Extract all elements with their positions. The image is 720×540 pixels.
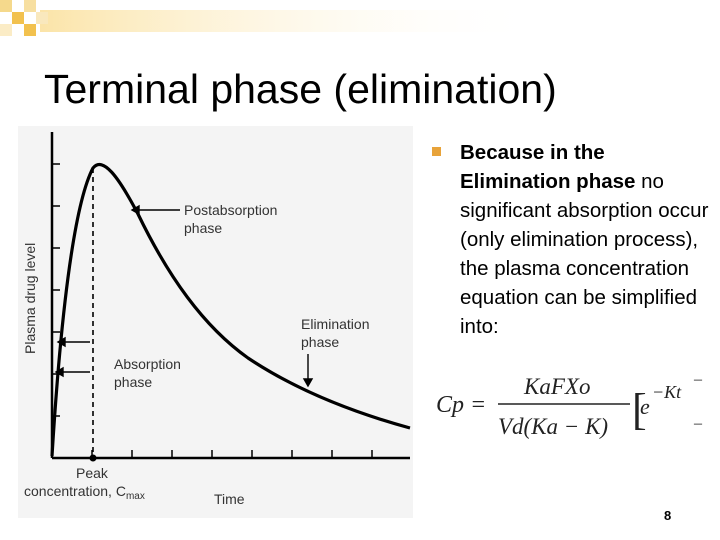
corner-square-6 xyxy=(0,24,12,36)
equation-dash-bottom: – xyxy=(693,415,703,432)
corner-fade-bar xyxy=(40,10,540,32)
bullet-rest-text: no significant absorption occur (only el… xyxy=(460,170,709,338)
corner-square-3 xyxy=(24,0,36,12)
equation-denominator: Vd(Ka − K) xyxy=(498,414,608,439)
absorption-label-2: phase xyxy=(114,374,152,390)
peak-label-2-main: concentration, C xyxy=(24,483,126,499)
peak-label-2: concentration, Cmax xyxy=(24,483,145,502)
elimination-label-1: Elimination xyxy=(301,316,369,332)
bullet-bold-text: Because in the Elimination phase xyxy=(460,141,636,193)
corner-decoration xyxy=(0,0,540,36)
corner-square-2 xyxy=(12,12,24,24)
equation-exp-power: −Kt xyxy=(652,382,682,402)
elimination-arrow xyxy=(302,354,314,388)
y-axis-label: Plasma drug level xyxy=(22,243,38,354)
bullet-square-icon xyxy=(432,147,441,156)
peak-label-sub: max xyxy=(126,491,145,502)
corner-square-4 xyxy=(24,24,36,36)
page-number: 8 xyxy=(664,508,672,523)
corner-square-5 xyxy=(36,12,48,24)
equation-bracket: [ xyxy=(632,385,647,434)
elimination-label-2: phase xyxy=(301,334,339,350)
postabsorption-label-2: phase xyxy=(184,220,222,236)
absorption-arrows xyxy=(54,336,90,378)
peak-label-1: Peak xyxy=(76,465,109,481)
postabsorption-label-1: Postabsorption xyxy=(184,202,277,218)
postabsorption-arrow xyxy=(130,204,180,216)
slide-title: Terminal phase (elimination) xyxy=(44,66,557,112)
absorption-label-1: Absorption xyxy=(114,356,181,372)
x-axis-label: Time xyxy=(214,491,245,507)
equation-lhs: Cp = xyxy=(436,392,486,418)
bullet-text: Because in the Elimination phase no sign… xyxy=(460,138,716,341)
peak-marker xyxy=(89,454,97,462)
equation-numerator: KaFXo xyxy=(523,374,590,399)
equation-exp-base: e xyxy=(640,394,650,419)
equation-dash-top: – xyxy=(693,371,703,388)
concentration-time-figure: Postabsorption phase Elimination phase A… xyxy=(18,126,413,518)
concentration-equation: Cp = KaFXo Vd(Ka − K) [ e −Kt – – xyxy=(436,371,703,439)
corner-square-1 xyxy=(0,0,12,12)
